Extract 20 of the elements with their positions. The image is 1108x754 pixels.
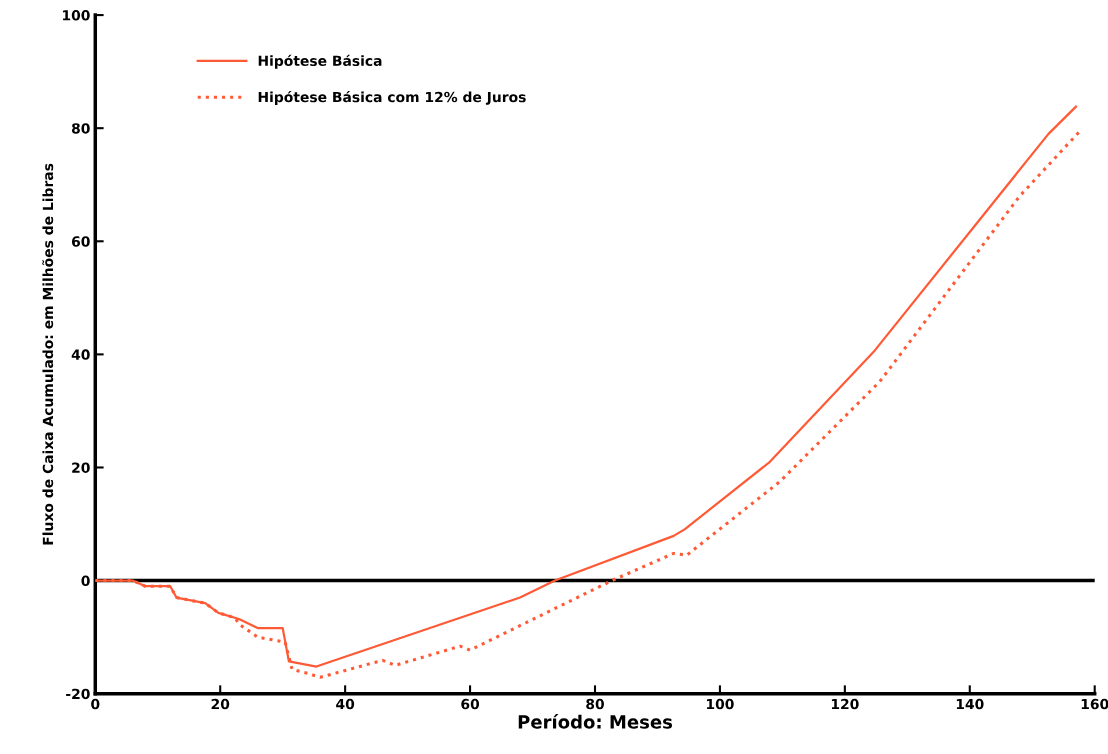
x-tick-label: 40: [336, 698, 355, 710]
legend-label: Hipótese Básica com 12% de Juros: [258, 90, 526, 105]
y-tick-label: 60: [71, 236, 90, 247]
x-tick-label: 100: [706, 698, 734, 710]
x-tick-label: 120: [831, 698, 859, 710]
y-tick-label: 40: [71, 349, 90, 360]
x-tick-label: 160: [1081, 698, 1108, 710]
y-tick-label: 20: [72, 462, 90, 473]
x-tick-label: 0: [91, 698, 100, 710]
legend-label: Hipótese Básica: [258, 54, 382, 69]
y-tick-label: 100: [63, 10, 90, 21]
y-tick-label: 0: [81, 575, 90, 587]
x-tick-label: 140: [956, 698, 984, 710]
x-tick-label: 60: [461, 698, 480, 710]
y-tick-label: -20: [66, 688, 90, 700]
x-tick-label: 80: [586, 698, 604, 710]
x-tick-label: 20: [211, 698, 230, 710]
x-axis-title: Período: Meses: [518, 714, 673, 729]
y-axis-title: Fluxo de Caixa Acumulado: em Milhões de Libras: [42, 163, 54, 545]
y-tick-label: 80: [71, 123, 90, 134]
